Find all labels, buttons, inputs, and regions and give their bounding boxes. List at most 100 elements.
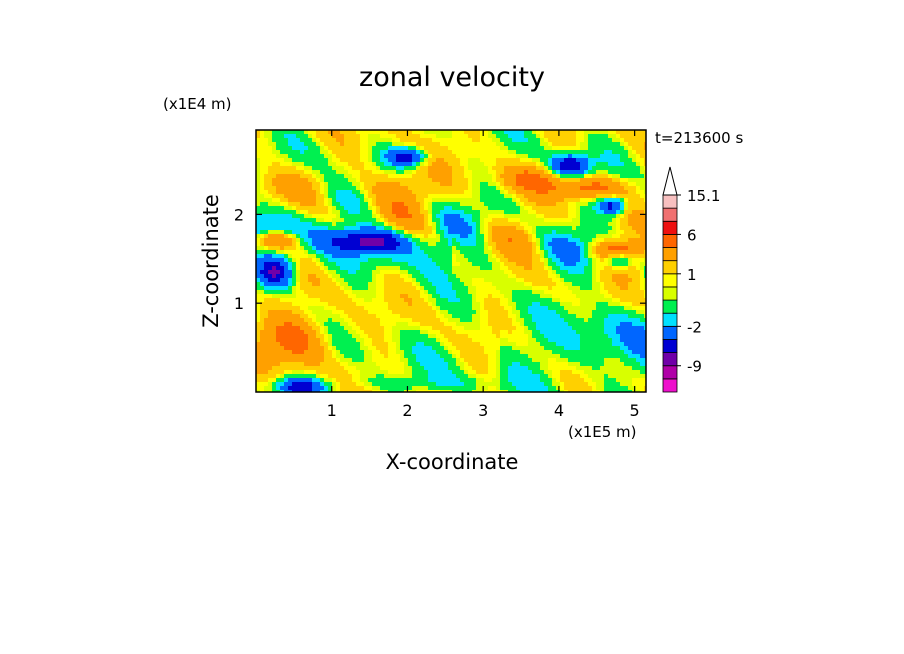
heatmap-cell [544,154,549,159]
heatmap-cell [432,310,437,315]
heatmap-cell [388,250,393,255]
heatmap-cell [380,174,385,179]
heatmap-cell [332,146,337,151]
heatmap-cell [256,322,261,327]
heatmap-cell [492,238,497,243]
heatmap-cell [496,138,501,143]
heatmap-cell [592,186,597,191]
heatmap-cell [336,190,341,195]
heatmap-cell [488,146,493,151]
heatmap-cell [364,154,369,159]
heatmap-cell [624,290,629,295]
heatmap-cell [432,202,437,207]
heatmap-cell [328,158,333,163]
heatmap-cell [384,170,389,175]
heatmap-cell [368,258,373,263]
heatmap-cell [644,190,646,195]
heatmap-cell [560,258,565,263]
heatmap-cell [544,294,549,299]
heatmap-cell [284,246,289,251]
heatmap-cell [344,206,349,211]
heatmap-cell [564,282,569,287]
heatmap-cell [620,246,625,251]
heatmap-cell [600,202,605,207]
heatmap-cell [616,234,621,239]
heatmap-cell [400,274,405,279]
heatmap-cell [376,218,381,223]
heatmap-cell [552,158,557,163]
heatmap-cell [356,310,361,315]
heatmap-cell [352,250,357,255]
heatmap-cell [308,294,313,299]
heatmap-cell [612,130,617,135]
heatmap-cell [524,306,529,311]
heatmap-cell [304,254,309,259]
heatmap-cell [644,234,646,239]
heatmap-cell [604,258,609,263]
heatmap-cell [320,262,325,267]
heatmap-cell [392,254,397,259]
heatmap-cell [484,206,489,211]
heatmap-cell [380,306,385,311]
heatmap-cell [368,330,373,335]
heatmap-cell [280,278,285,283]
heatmap-cell [304,170,309,175]
heatmap-cell [636,226,641,231]
heatmap-cell [608,326,613,331]
heatmap-cell [320,194,325,199]
heatmap-cell [388,330,393,335]
heatmap-cell [580,146,585,151]
heatmap-cell [336,198,341,203]
heatmap-cell [284,226,289,231]
heatmap-cell [320,170,325,175]
heatmap-cell [552,210,557,215]
heatmap-cell [400,166,405,171]
heatmap-cell [584,130,589,135]
heatmap-cell [416,302,421,307]
heatmap-cell [408,150,413,155]
heatmap-cell [272,174,277,179]
heatmap-cell [516,230,521,235]
heatmap-cell [636,214,641,219]
heatmap-cell [472,286,477,291]
heatmap-cell [280,226,285,231]
heatmap-cell [428,274,433,279]
heatmap-cell [396,278,401,283]
heatmap-cell [276,214,281,219]
heatmap-cell [280,234,285,239]
heatmap-cell [380,170,385,175]
heatmap-cell [416,130,421,135]
heatmap-cell [292,326,297,331]
heatmap-cell [568,254,573,259]
heatmap-cell [552,186,557,191]
heatmap-cell [264,194,269,199]
heatmap-cell [364,138,369,143]
heatmap-cell [328,318,333,323]
heatmap-cell [356,290,361,295]
heatmap-cell [400,318,405,323]
heatmap-cell [524,186,529,191]
heatmap-cell [360,250,365,255]
heatmap-cell [424,198,429,203]
heatmap-cell [300,202,305,207]
heatmap-cell [448,226,453,231]
heatmap-cell [312,314,317,319]
heatmap-cell [256,154,261,159]
heatmap-cell [296,238,301,243]
heatmap-cell [416,194,421,199]
heatmap-cell [348,166,353,171]
heatmap-cell [376,170,381,175]
heatmap-cell [608,266,613,271]
heatmap-cell [384,162,389,167]
heatmap-cell [480,198,485,203]
heatmap-cell [540,234,545,239]
heatmap-cell [536,274,541,279]
heatmap-cell [508,138,513,143]
heatmap-cell [480,182,485,187]
heatmap-cell [376,282,381,287]
heatmap-cell [360,134,365,139]
heatmap-cell [256,166,261,171]
heatmap-cell [376,242,381,247]
heatmap-cell [368,210,373,215]
heatmap-cell [420,238,425,243]
